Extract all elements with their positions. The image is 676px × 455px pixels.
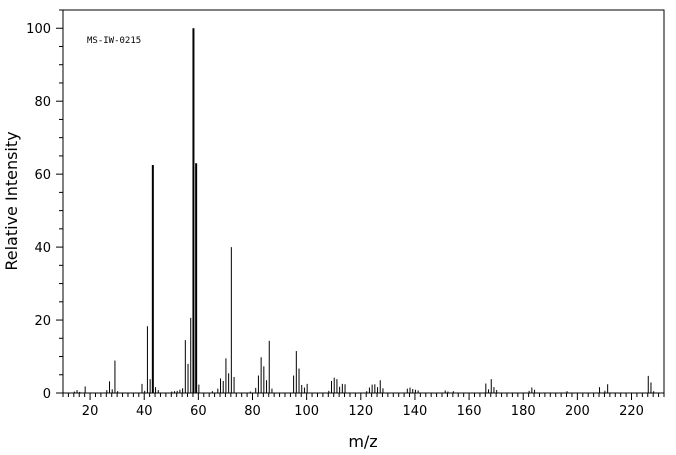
x-axis: 20 40 60 80 100 120 140 160 180 200 220 [62, 393, 665, 419]
x-tick-label: 200 [565, 404, 590, 419]
x-tick-label: 220 [619, 404, 644, 419]
x-tick-label: 20 [82, 404, 99, 419]
y-tick-label: 20 [34, 314, 51, 329]
x-axis-title: m/z [348, 432, 377, 451]
x-tick-label: 80 [244, 404, 261, 419]
y-tick-label: 80 [34, 95, 51, 110]
y-axis: 0 20 40 60 80 100 [26, 9, 63, 402]
y-tick-label: 100 [26, 22, 51, 37]
peak-series [73, 28, 655, 393]
y-tick-label: 40 [34, 241, 51, 256]
x-tick-label: 120 [348, 404, 373, 419]
y-axis-title: Relative Intensity [2, 131, 21, 270]
x-tick-label: 100 [294, 404, 319, 419]
plot-frame [62, 9, 665, 394]
spectrum-code-label: MS-IW-0215 [87, 36, 141, 46]
x-tick-label: 60 [190, 404, 207, 419]
y-tick-label: 60 [34, 168, 51, 183]
y-tick-label: 0 [43, 387, 51, 402]
x-tick-label: 40 [136, 404, 153, 419]
x-tick-label: 160 [457, 404, 482, 419]
x-tick-label: 140 [403, 404, 428, 419]
x-tick-label: 180 [511, 404, 536, 419]
